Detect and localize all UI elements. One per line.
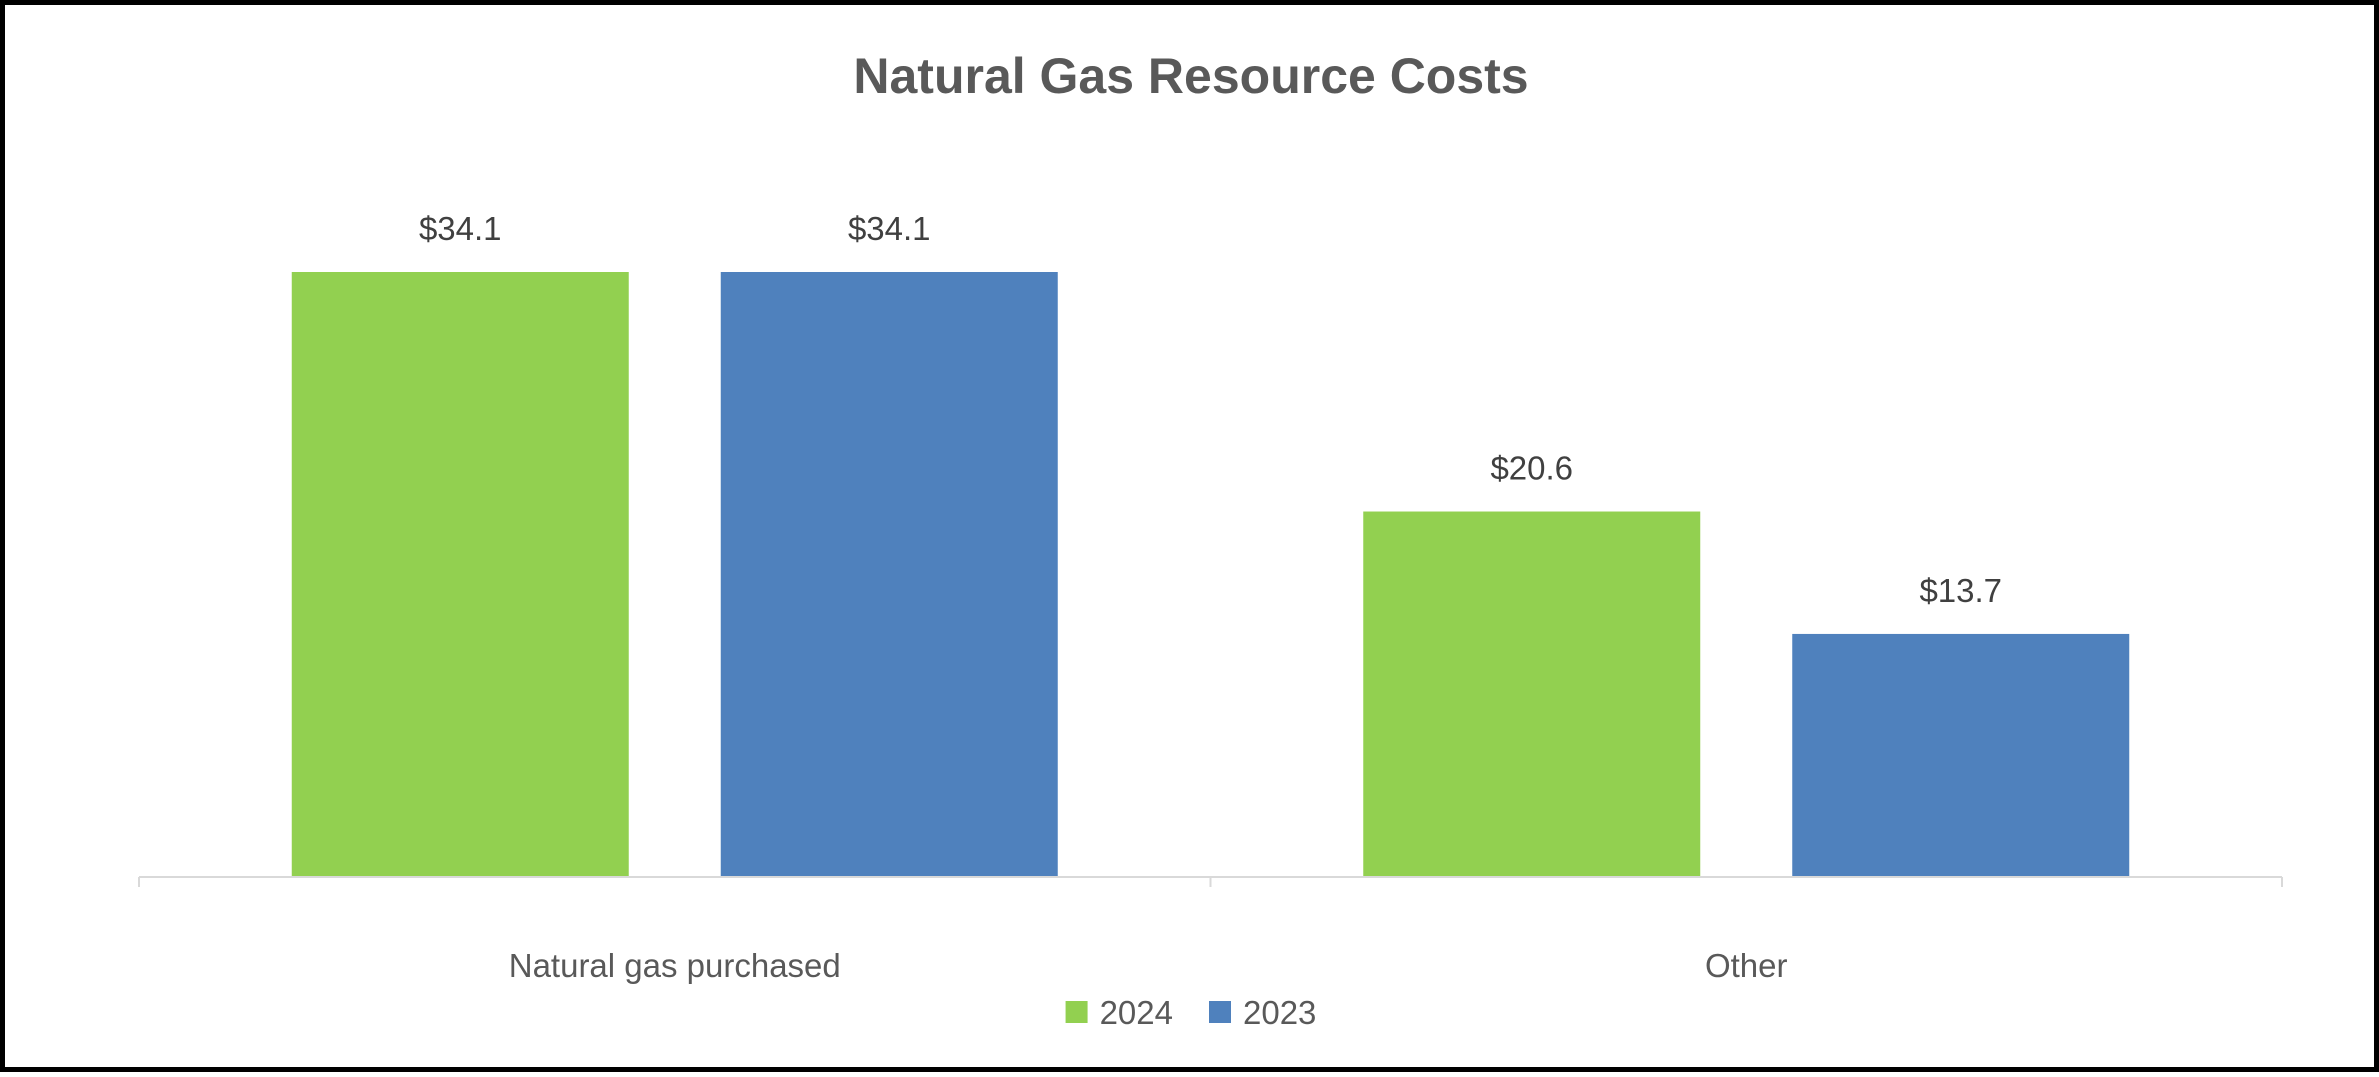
value-labels-layer: $34.1 $34.1 $20.6 $13.7: [419, 210, 2002, 609]
bars-layer: [291, 272, 2130, 877]
chart-title: Natural Gas Resource Costs: [853, 48, 1528, 104]
category-label-0: Natural gas purchased: [509, 947, 841, 984]
bar-chart: Natural Gas Resource Costs $34.1 $34.1 $20…: [138, 48, 2283, 1031]
data-label-2023-1: $13.7: [1919, 572, 2002, 609]
legend: 2024 2023: [1065, 994, 1316, 1031]
legend-swatch-2024: [1065, 1001, 1088, 1023]
category-label-1: Other: [1705, 947, 1788, 984]
data-label-2023-0: $34.1: [848, 210, 931, 247]
bar-2023-1: [1792, 633, 2130, 877]
data-label-2024-1: $20.6: [1490, 450, 1573, 487]
data-label-2024-0: $34.1: [419, 210, 502, 247]
bar-2024-0: [291, 272, 629, 877]
category-labels: Natural gas purchased Other: [509, 947, 1788, 984]
legend-label-2023: 2023: [1243, 994, 1316, 1031]
bar-2023-0: [720, 272, 1058, 877]
x-axis: [138, 876, 2283, 887]
legend-label-2024: 2024: [1100, 994, 1173, 1031]
legend-swatch-2023: [1209, 1001, 1231, 1023]
bar-2024-1: [1363, 511, 1701, 877]
